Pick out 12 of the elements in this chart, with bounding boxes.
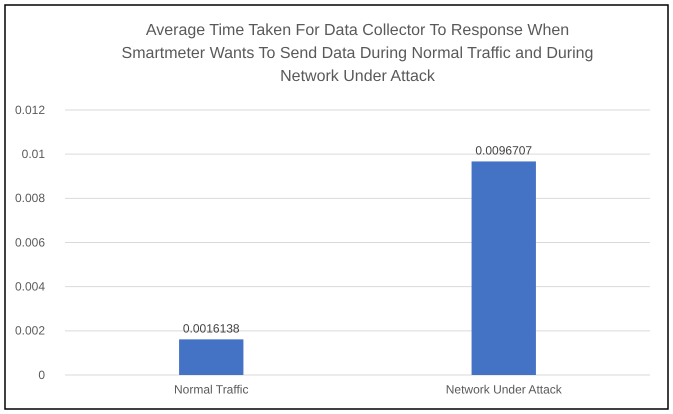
- y-tick-label: 0.004: [14, 280, 46, 294]
- y-tick-label: 0.008: [14, 191, 46, 206]
- y-tick-label: 0.002: [14, 324, 46, 338]
- chart-title: Average Time Taken For Data Collector To Response When Smartmeter Wants To Send Data During Normal Traffic and During Network Under Attack: [122, 22, 594, 85]
- x-tick-label: Network Under Attack: [446, 382, 563, 397]
- y-tick-label: 0.012: [14, 102, 46, 117]
- y-tick-label: 0.01: [22, 147, 46, 162]
- data-label: 0.0096707: [475, 143, 532, 158]
- data-label: 0.0016138: [182, 321, 240, 336]
- y-tick-label: 0: [38, 368, 46, 382]
- y-tick-label: 0.006: [14, 235, 46, 250]
- x-tick-label: Normal Traffic: [174, 382, 248, 397]
